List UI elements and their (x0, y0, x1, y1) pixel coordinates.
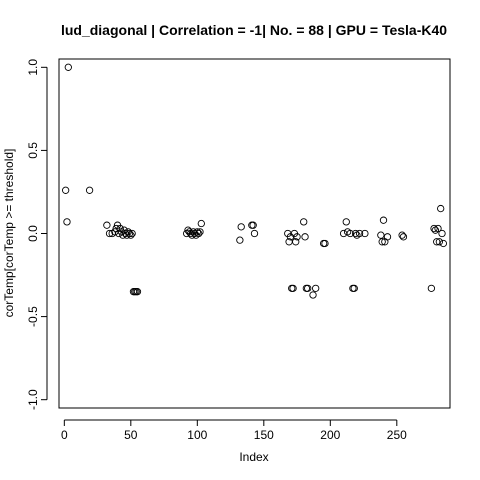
data-point (289, 284, 297, 292)
data-point (321, 239, 329, 248)
data-point (350, 284, 358, 292)
data-point (398, 231, 406, 239)
y-axis-label: corTemp[corTemp >= threshold] (2, 149, 16, 318)
data-point (63, 218, 71, 226)
data-point (293, 233, 301, 241)
data-point (85, 186, 94, 194)
data-point (339, 229, 348, 238)
x-tick-label: 50 (124, 428, 138, 442)
data-point (438, 229, 446, 238)
y-tick-label: 0.5 (26, 142, 40, 159)
data-point (435, 238, 444, 246)
x-axis: 0 50 100 150 200 250 (61, 419, 407, 442)
x-tick-label: 250 (387, 428, 407, 442)
data-point (351, 229, 360, 238)
data-point (237, 223, 245, 231)
data-point (125, 229, 134, 238)
data-point (250, 229, 259, 238)
data-point (430, 224, 438, 233)
data-point (437, 204, 445, 213)
x-tick-label: 200 (320, 428, 340, 442)
data-point (196, 228, 204, 236)
data-point (304, 284, 312, 292)
x-tick-label: 150 (254, 428, 274, 442)
data-point (312, 284, 320, 292)
data-point (128, 229, 136, 238)
chart-title: lud_diagonal | Correlation = -1| No. = 8… (61, 22, 447, 38)
y-tick-label: 1.0 (26, 59, 40, 76)
data-point (133, 288, 142, 296)
data-point (301, 233, 309, 241)
x-axis-label: Index (239, 450, 268, 464)
data-point (309, 291, 317, 299)
data-point (383, 233, 392, 241)
data-point (197, 219, 205, 228)
y-tick-label: 0.0 (26, 225, 40, 242)
y-axis: -1.0 -0.5 0.0 0.5 1.0 (26, 59, 48, 410)
data-point (427, 284, 436, 292)
data-point (236, 236, 244, 244)
data-point (361, 229, 369, 238)
data-point (249, 221, 257, 229)
data-point (105, 229, 114, 238)
x-tick-label: 0 (61, 428, 68, 442)
data-point (378, 238, 386, 246)
data-point (292, 238, 300, 246)
data-point (355, 229, 364, 238)
data-point (399, 233, 408, 241)
data-point (116, 224, 124, 233)
y-tick-label: -0.5 (26, 306, 40, 327)
data-point (103, 221, 111, 229)
data-point (300, 218, 308, 226)
x-tick-label: 100 (187, 428, 207, 442)
data-point (433, 238, 441, 246)
data-point (434, 224, 442, 233)
data-point (346, 229, 354, 238)
data-point (61, 186, 70, 194)
data-point (342, 218, 350, 226)
data-point (439, 239, 448, 248)
data-point (379, 216, 388, 224)
plot-area-frame (58, 58, 451, 409)
data-points (61, 63, 448, 299)
data-point (194, 229, 203, 238)
data-point (377, 231, 385, 239)
data-point (127, 231, 135, 239)
y-tick-label: -1.0 (26, 389, 40, 410)
data-point (64, 63, 72, 71)
data-point (193, 228, 201, 236)
